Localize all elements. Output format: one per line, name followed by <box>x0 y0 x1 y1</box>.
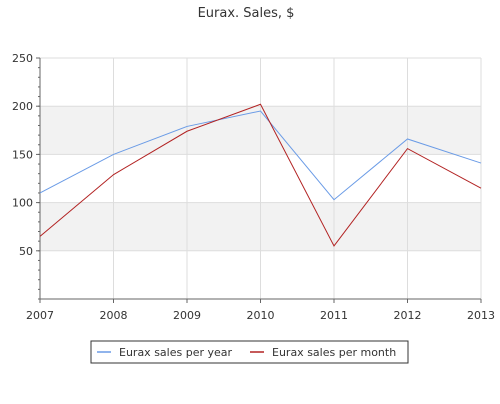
legend: Eurax sales per year Eurax sales per mont… <box>90 340 409 364</box>
series-line-0 <box>39 110 482 201</box>
legend-box <box>90 340 409 364</box>
x-tick-label: 2010 <box>247 309 275 322</box>
x-tick-label: 2012 <box>394 309 422 322</box>
chart-title: Eurax. Sales, $ <box>198 6 295 21</box>
y-tick-label: 50 <box>19 245 33 258</box>
series-lines <box>39 103 482 247</box>
series-line-1 <box>39 103 482 247</box>
gridlines <box>39 57 482 299</box>
y-tick-label: 100 <box>12 197 33 210</box>
axes: 50 100 150 200 250 2007 2008 2009 2010 2011 2012 20… <box>12 52 495 322</box>
y-tick-label: 250 <box>12 52 33 65</box>
x-tick-label: 2011 <box>320 309 348 322</box>
x-tick-label: 2008 <box>100 309 128 322</box>
x-tick-label: 2009 <box>173 309 201 322</box>
legend-label-1: Eurax sales per month <box>272 346 396 359</box>
y-tick-label: 150 <box>12 148 33 161</box>
y-tick-label: 200 <box>12 100 33 113</box>
legend-label-0: Eurax sales per year <box>119 346 233 359</box>
x-tick-label: 2013 <box>467 309 495 322</box>
x-tick-label: 2007 <box>26 309 54 322</box>
